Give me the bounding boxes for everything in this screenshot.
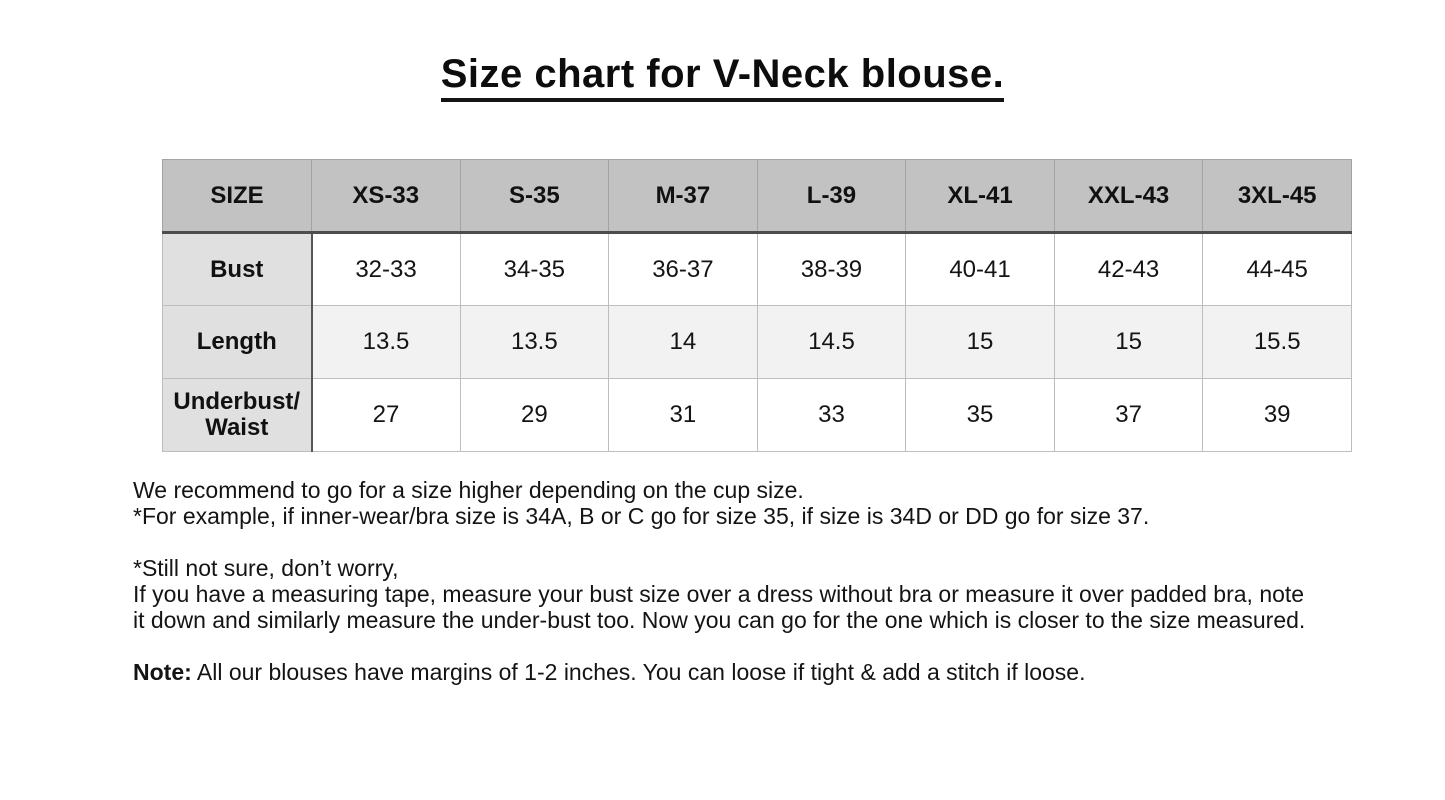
table-cell: 37 (1053, 378, 1204, 452)
size-chart-table: SIZE XS-33 S-35 M-37 L-39 XL-41 XXL-43 3… (162, 159, 1352, 452)
col-header-3xl: 3XL-45 (1202, 159, 1352, 234)
table-cell: 40-41 (905, 232, 1055, 306)
col-header-xl: XL-41 (905, 159, 1055, 234)
col-header-l: L-39 (756, 159, 907, 234)
col-header-xxl: XXL-43 (1053, 159, 1204, 234)
note-margins: Note: All our blouses have margins of 1-… (133, 659, 1445, 685)
note-recommendation: We recommend to go for a size higher dep… (133, 477, 1150, 529)
table-cell: 36-37 (608, 232, 758, 306)
col-header-size: SIZE (162, 159, 312, 234)
table-cell: 15 (1053, 305, 1204, 379)
table-cell: 35 (905, 378, 1055, 452)
table-cell: 15 (905, 305, 1055, 379)
table-cell: 33 (756, 378, 907, 452)
table-cell: 42-43 (1053, 232, 1204, 306)
table-cell: 13.5 (459, 305, 610, 379)
table-cell: 44-45 (1202, 232, 1352, 306)
table-row-underbust-waist: Underbust/ Waist 27 29 31 33 35 37 39 (162, 378, 1352, 452)
note-measuring: *Still not sure, don’t worry, If you hav… (133, 555, 1306, 633)
note-text: All our blouses have margins of 1-2 inch… (191, 659, 1086, 685)
table-cell: 31 (608, 378, 758, 452)
table-row-bust: Bust 32-33 34-35 36-37 38-39 40-41 42-43… (162, 232, 1352, 306)
table-cell: 27 (311, 378, 461, 452)
table-cell: 38-39 (756, 232, 907, 306)
page-title: Size chart for V-Neck blouse. (440, 52, 1005, 102)
title-container: Size chart for V-Neck blouse. (0, 52, 1445, 102)
note-label: Note: (133, 659, 192, 685)
table-cell: 14 (608, 305, 758, 379)
col-header-s: S-35 (459, 159, 610, 234)
row-label-underbust-waist: Underbust/ Waist (162, 378, 313, 452)
notes-section: We recommend to go for a size higher dep… (133, 477, 1445, 685)
table-cell: 15.5 (1202, 305, 1352, 379)
header-row: SIZE XS-33 S-35 M-37 L-39 XL-41 XXL-43 3… (162, 159, 1352, 234)
table-cell: 14.5 (756, 305, 907, 379)
table-row-length: Length 13.5 13.5 14 14.5 15 15 15.5 (162, 305, 1352, 379)
table-cell: 32-33 (311, 232, 461, 306)
row-label-length: Length (162, 305, 313, 379)
table-cell: 39 (1202, 378, 1352, 452)
table-cell: 13.5 (311, 305, 461, 379)
table-cell: 34-35 (459, 232, 610, 306)
col-header-m: M-37 (608, 159, 758, 234)
table-cell: 29 (459, 378, 610, 452)
col-header-xs: XS-33 (311, 159, 461, 234)
row-label-bust: Bust (162, 232, 313, 306)
